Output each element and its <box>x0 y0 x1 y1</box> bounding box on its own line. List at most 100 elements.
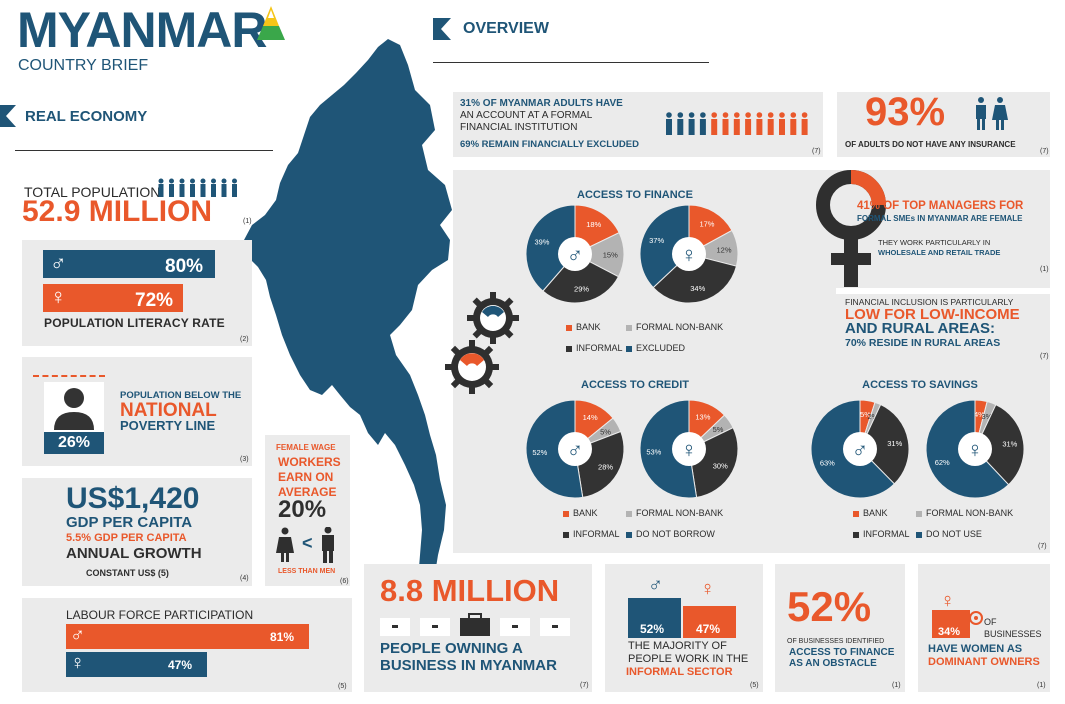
pie-center <box>843 432 877 466</box>
pie-data-label: 52% <box>532 448 547 457</box>
dominant-line4: DOMINANT OWNERS <box>928 656 1040 668</box>
pie-data-label: 13% <box>695 413 710 422</box>
pie-data-label: 18% <box>586 220 601 229</box>
person-icon <box>44 382 104 432</box>
business-line1: PEOPLE OWNING A <box>380 640 523 657</box>
gear-icon-2 <box>445 340 499 394</box>
population-icons <box>157 178 241 203</box>
poverty-dashes <box>33 375 105 377</box>
gdp-ref: (4) <box>240 575 249 582</box>
obstacle-panel <box>775 564 905 692</box>
pie-data-label: 5% <box>600 427 611 436</box>
informal-line1: THE MAJORITY OF <box>628 640 727 652</box>
man-woman-icon <box>976 97 1008 130</box>
informal-ref: (5) <box>750 682 759 689</box>
pie-slice <box>525 204 576 292</box>
overview-flag-icon <box>433 18 451 40</box>
business-line2: BUSINESS IN MYANMAR <box>380 657 557 674</box>
managers-line2: FORMAL SMEs IN MYANMAR ARE FEMALE <box>857 214 1023 223</box>
wage-ref: (6) <box>340 578 349 585</box>
informal-male-value: 52% <box>640 622 665 636</box>
pie-data-label: 4% <box>974 410 985 419</box>
account-person-icon <box>666 112 672 135</box>
overview-divider <box>433 62 709 63</box>
wage-line4: AVERAGE <box>278 485 337 499</box>
rural-box <box>836 288 1050 370</box>
real-economy-divider <box>15 150 273 151</box>
pie-center <box>558 237 592 271</box>
labour-male-bar <box>66 624 309 649</box>
population-ref: (1) <box>243 218 252 225</box>
pie-data-label: 31% <box>1002 439 1017 448</box>
literacy-female-value: 72% <box>135 290 174 311</box>
account-person-icon <box>779 112 785 135</box>
pie-data-label: 2% <box>867 412 878 421</box>
obstacle-ref: (1) <box>892 682 901 689</box>
pie-data-label: 5% <box>860 410 871 419</box>
pie-slice <box>639 204 690 289</box>
pie-slice <box>859 403 910 485</box>
pie-slice <box>974 403 1025 486</box>
pie-data-label: 17% <box>699 220 714 229</box>
pie-data-label: 31% <box>887 439 902 448</box>
savings-legend: BANK FORMAL NON-BANK INFORMAL DO NOT USE <box>853 508 1053 539</box>
credit-chart-title: ACCESS TO CREDIT <box>581 379 689 391</box>
pie-data-label: 29% <box>574 285 589 294</box>
poverty-ref: (3) <box>240 456 249 463</box>
literacy-male-bar <box>43 250 215 278</box>
account-person-icon <box>733 112 740 135</box>
insurance-ref: (7) <box>1040 148 1049 155</box>
accounts-line1: 31% OF MYANMAR ADULTS HAVE <box>460 98 623 109</box>
rural-line4: 70% RESIDE IN RURAL AREAS <box>845 337 1001 349</box>
pie-center <box>672 237 706 271</box>
informal-male-icon: ♂ <box>648 574 663 596</box>
gdp-line3: ANNUAL GROWTH <box>66 545 202 562</box>
pie-data-label: 12% <box>716 246 731 255</box>
wage-panel <box>265 435 350 586</box>
business-ref: (7) <box>580 682 589 689</box>
labour-female-icon: ♀ <box>70 652 85 674</box>
account-person-icon <box>790 112 797 135</box>
dominant-line3: HAVE WOMEN AS <box>928 643 1023 655</box>
dominant-ref: (1) <box>1037 682 1046 689</box>
wage-compare: < <box>302 533 313 553</box>
pie-data-label: 3% <box>982 412 993 421</box>
wage-line3: EARN ON <box>278 470 334 484</box>
account-person-icon <box>756 112 763 135</box>
obstacle-line3: AS AN OBSTACLE <box>789 658 877 669</box>
pie-data-label: 34% <box>690 284 705 293</box>
briefcase-icons <box>380 613 570 636</box>
pie-data-label: 62% <box>935 458 950 467</box>
account-person-icon <box>688 112 695 135</box>
credit-legend: BANK FORMAL NON-BANK INFORMAL DO NOT BORRO… <box>563 508 763 539</box>
real-economy-flag-icon <box>0 105 16 127</box>
labour-female-bar <box>66 652 207 677</box>
section-real-economy: REAL ECONOMY <box>25 108 148 125</box>
accounts-people-icons <box>666 112 808 135</box>
gdp-panel <box>22 478 252 586</box>
male-icon: ♂ <box>852 437 869 462</box>
rural-ref: (7) <box>1040 353 1049 360</box>
pie-data-label: 14% <box>583 413 598 422</box>
obstacle-line2: ACCESS TO FINANCE <box>789 647 895 658</box>
accounts-ref: (7) <box>812 148 821 155</box>
population-value: 52.9 MILLION <box>22 195 213 228</box>
rural-line2: LOW FOR LOW-INCOME <box>845 306 1020 323</box>
pie-data-label: 30% <box>713 461 728 470</box>
business-value: 8.8 MILLION <box>380 573 560 608</box>
pie-center <box>672 432 706 466</box>
wage-line1: FEMALE WAGE <box>276 443 336 452</box>
credit-savings-ref: (7) <box>1038 543 1047 550</box>
informal-female-icon: ♀ <box>700 578 715 600</box>
finance-chart-title: ACCESS TO FINANCE <box>577 189 693 201</box>
pie-data-label: 37% <box>649 236 664 245</box>
pie-slice <box>525 399 584 499</box>
male-icon: ♂ <box>50 250 67 275</box>
savings-chart-title: ACCESS TO SAVINGS <box>862 379 978 391</box>
gdp-line1: GDP PER CAPITA <box>66 514 193 531</box>
labour-male-icon: ♂ <box>70 624 85 646</box>
gdp-value: US$1,420 <box>66 482 200 515</box>
page-subtitle: COUNTRY BRIEF <box>18 57 149 74</box>
account-person-icon <box>722 112 729 135</box>
labour-male-value: 81% <box>270 630 295 644</box>
